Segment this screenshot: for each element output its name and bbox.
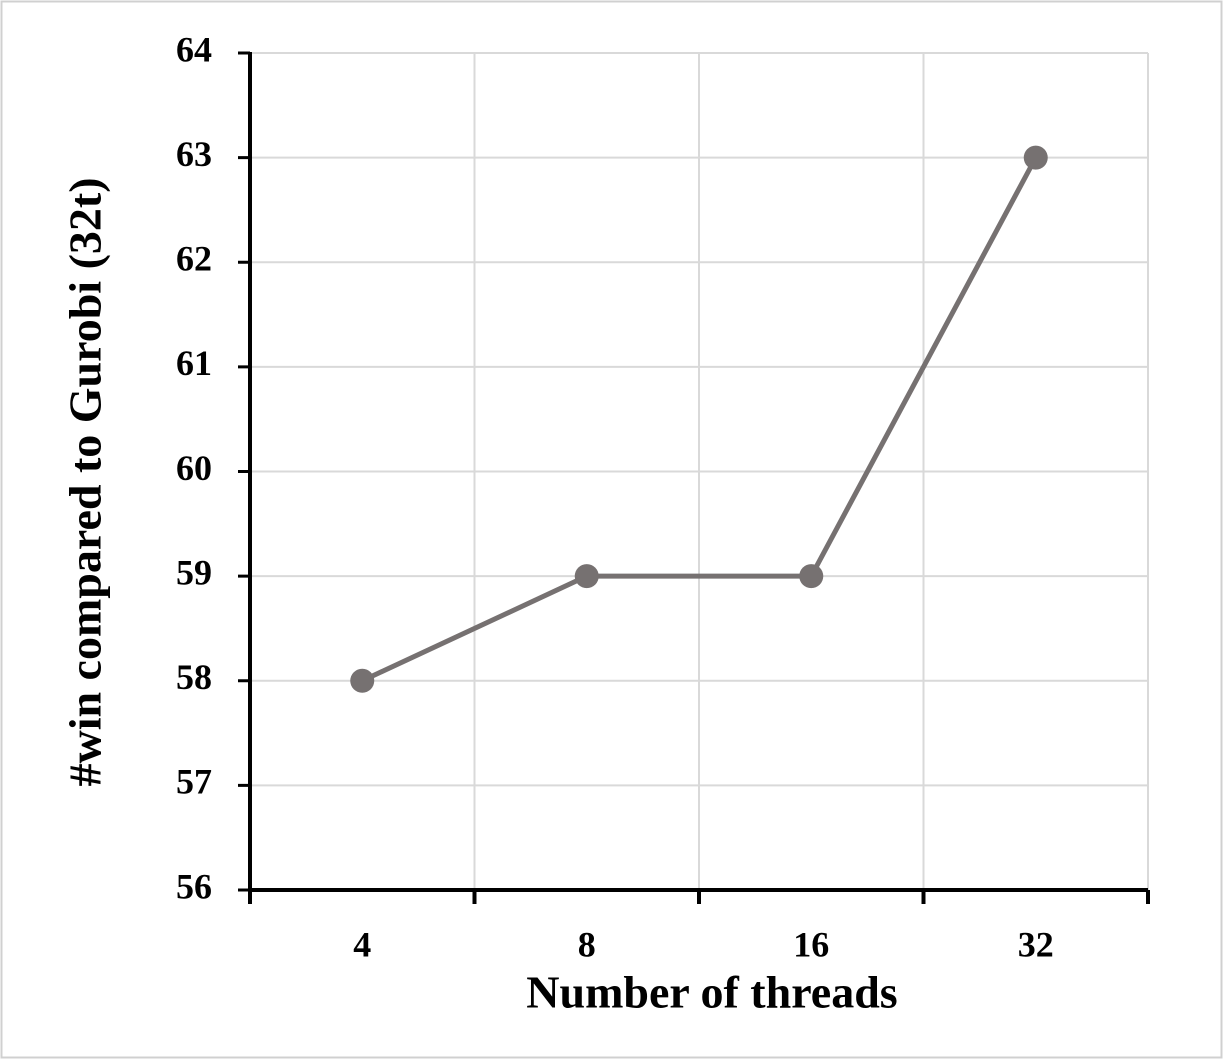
y-tick-label: 56 xyxy=(176,866,212,906)
y-tick-label: 60 xyxy=(176,448,212,488)
x-tick-label: 4 xyxy=(353,924,371,964)
x-tick-label: 8 xyxy=(578,924,596,964)
y-tick-label: 62 xyxy=(176,239,212,279)
y-tick-label: 63 xyxy=(176,134,212,174)
y-tick-label: 64 xyxy=(176,29,212,69)
y-tick-label: 58 xyxy=(176,657,212,697)
y-axis-title: #win compared to Gurobi (32t) xyxy=(60,177,111,786)
x-tick-label: 16 xyxy=(793,924,829,964)
y-tick-label: 57 xyxy=(176,762,212,802)
marker xyxy=(799,564,824,589)
marker xyxy=(350,668,375,693)
marker xyxy=(1023,145,1048,170)
x-axis-title: Number of threads xyxy=(526,967,897,1018)
y-tick-label: 59 xyxy=(176,552,212,592)
y-tick-label: 61 xyxy=(176,343,212,383)
line xyxy=(361,156,1038,684)
marker xyxy=(574,564,599,589)
x-tick-label: 32 xyxy=(1018,924,1054,964)
